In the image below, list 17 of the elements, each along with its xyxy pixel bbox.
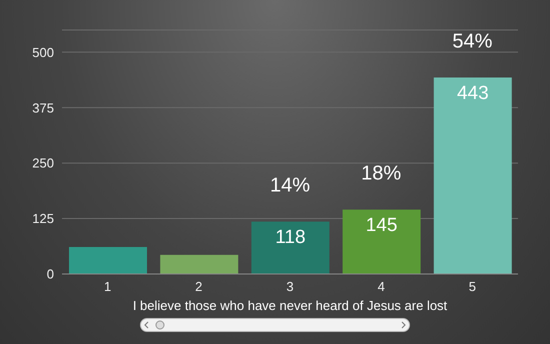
y-tick-label: 125 [32,211,54,226]
annotation: 18% [361,162,402,185]
x-tick-label: 1 [104,279,112,294]
data-label: 145 [366,215,398,236]
y-tick-label: 250 [32,156,54,171]
data-label: 118 [275,227,306,248]
x-tick-label: 4 [378,279,385,294]
x-tick-label: 5 [468,279,476,294]
x-axis-title: I believe those who have never heard of Jesus are lost [132,298,448,313]
y-tick-label: 500 [32,44,54,60]
x-tick-label: 3 [286,279,294,294]
y-tick-label: 375 [32,100,54,116]
data-label: 443 [456,82,489,104]
annotation: 14% [270,174,310,197]
y-tick-label: 0 [46,266,54,282]
x-tick-label: 2 [195,279,202,294]
annotation: 54% [452,30,493,52]
